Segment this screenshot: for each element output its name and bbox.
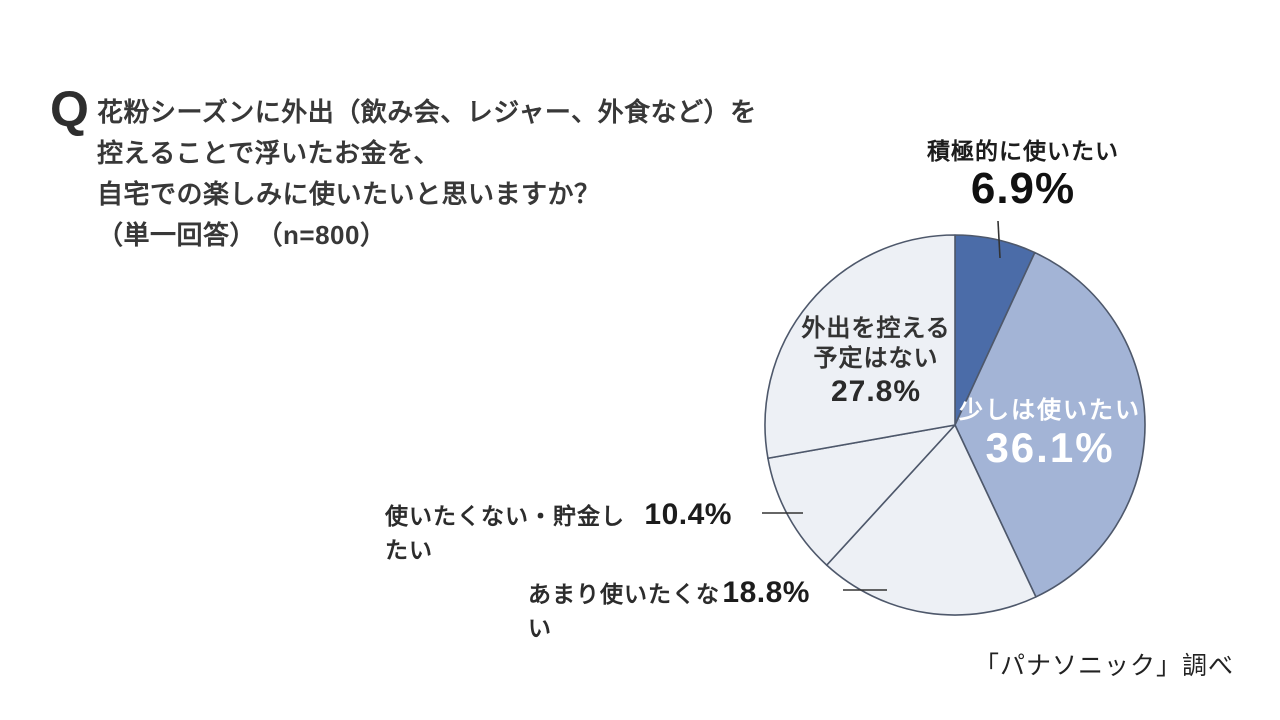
label-no-plan-line-2: 予定はない — [813, 345, 939, 372]
pie-slice-3 — [825, 424, 1037, 616]
question-line-1: 花粉シーズンに外出（飲み会、レジャー、外食など）を — [97, 97, 757, 127]
label-spend-a-little: 少しは使いたい 36.1% — [959, 390, 1141, 471]
label-row-dont-want-to-spend: 使いたくない・貯金したい 10.4% — [385, 497, 732, 565]
label-actively-spend-name: 積極的に使いたい — [927, 138, 1119, 164]
label-spend-a-little-pct: 36.1% — [985, 424, 1115, 471]
label-not-really-want-pct: 18.8% — [722, 576, 810, 609]
label-actively-spend-pct: 6.9% — [970, 164, 1076, 213]
question-line-3: 自宅での楽しみに使いたいと思いますか？ — [97, 179, 601, 209]
pie-slice-5 — [764, 234, 956, 460]
label-dont-want-to-spend-pct: 10.4% — [644, 498, 732, 531]
pie-slice-2 — [954, 251, 1146, 598]
label-row-not-really-want: あまり使いたくない 18.8% — [528, 575, 810, 643]
label-actively-spend: 積極的に使いたい 6.9% — [927, 132, 1119, 212]
pie-slices-group — [764, 234, 1146, 616]
pie-slice-4 — [767, 424, 956, 566]
leader-line-top — [997, 220, 1001, 259]
question-line-2: 控えることで浮いたお金を、 — [97, 138, 440, 168]
label-no-plan-to-refrain: 外出を控える 予定はない 27.8% — [801, 314, 950, 408]
question-q-mark: Q — [50, 81, 89, 137]
label-no-plan-line-1: 外出を控える — [801, 315, 951, 342]
label-no-plan-pct: 27.8% — [830, 375, 922, 408]
label-dont-want-to-spend-name: 使いたくない・貯金したい — [385, 503, 625, 563]
question-line-4: （単一回答） （n=800） — [97, 220, 387, 250]
source-credit: 「パナソニック」調べ — [973, 652, 1234, 680]
question-text: 花粉シーズンに外出（飲み会、レジャー、外食など）を 控えることで浮いたお金を、 … — [97, 92, 757, 256]
label-spend-a-little-name: 少しは使いたい — [959, 397, 1141, 424]
label-not-really-want-name: あまり使いたくない — [528, 581, 720, 641]
